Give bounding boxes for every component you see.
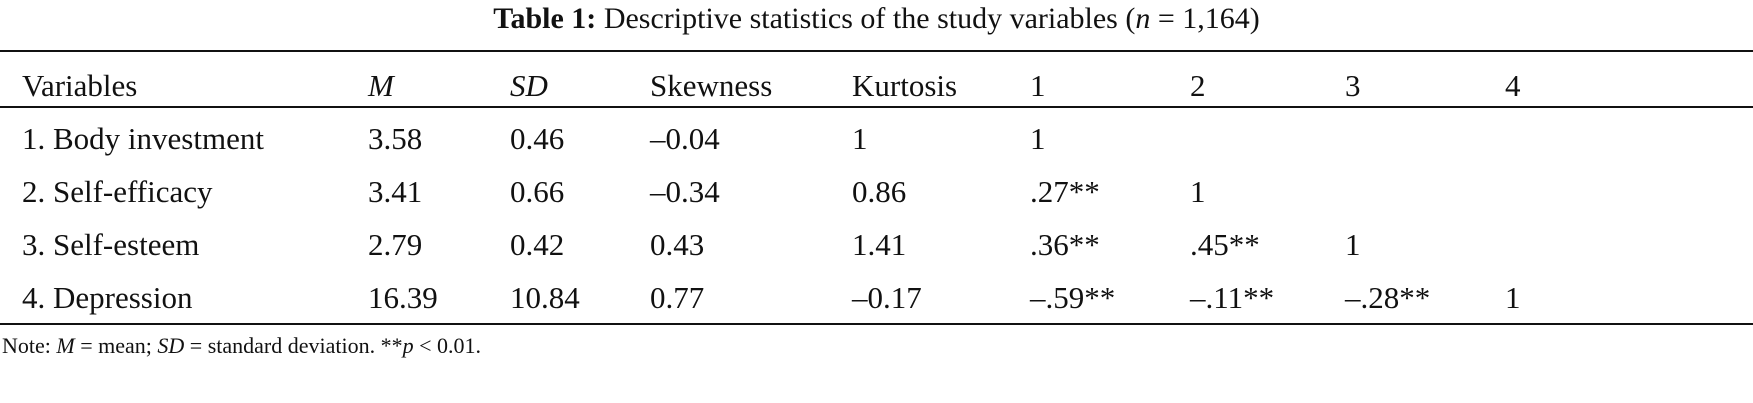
cell: 16.39 xyxy=(368,280,438,315)
header-cell: 1 xyxy=(1030,68,1046,103)
cell: 1 xyxy=(1190,174,1206,209)
cell: 0.66 xyxy=(510,174,565,209)
title-text: Descriptive statistics of the study vari… xyxy=(596,2,1136,35)
cell: 1 xyxy=(852,121,868,156)
cell: 0.86 xyxy=(852,174,907,209)
cell: .45** xyxy=(1190,227,1260,262)
header-cell: 2 xyxy=(1190,68,1206,103)
cell: 0.42 xyxy=(510,227,565,262)
header-cell: SD xyxy=(510,68,548,103)
cell: 1.41 xyxy=(852,227,907,262)
cell: –0.34 xyxy=(650,174,720,209)
cell: –0.17 xyxy=(852,280,922,315)
cell: 0.77 xyxy=(650,280,705,315)
note-text: SD xyxy=(157,333,185,358)
row-label: 3. Self-esteem xyxy=(22,227,200,262)
note-text: Note: xyxy=(2,333,57,358)
cell: 2.79 xyxy=(368,227,423,262)
note-text: = mean; xyxy=(74,333,158,358)
note-text: p xyxy=(402,333,414,358)
cell: .36** xyxy=(1030,227,1100,262)
title-text: = 1,164) xyxy=(1150,2,1260,35)
cell: 0.46 xyxy=(510,121,565,156)
cell: –.59** xyxy=(1030,280,1116,315)
cell: 3.58 xyxy=(368,121,423,156)
row-label: 2. Self-efficacy xyxy=(22,174,213,209)
title-text: n xyxy=(1135,2,1151,35)
bottom-rule xyxy=(0,323,1753,325)
top-rule xyxy=(0,50,1753,52)
cell: –.28** xyxy=(1345,280,1431,315)
header-rule xyxy=(0,106,1753,108)
header-cell: Variables xyxy=(22,68,138,103)
table-note: Note: M = mean; SD = standard deviation.… xyxy=(2,333,481,359)
note-text: < 0.01. xyxy=(413,333,482,358)
cell: 0.43 xyxy=(650,227,705,262)
table-title: Table 1: Descriptive statistics of the s… xyxy=(0,2,1753,36)
cell: 1 xyxy=(1505,280,1521,315)
header-cell: 4 xyxy=(1505,68,1521,103)
note-text: M xyxy=(56,333,75,358)
note-text: = standard deviation. ** xyxy=(184,333,403,358)
cell: 3.41 xyxy=(368,174,423,209)
row-label: 1. Body investment xyxy=(22,121,264,156)
cell: .27** xyxy=(1030,174,1100,209)
cell: 1 xyxy=(1030,121,1046,156)
cell: –.11** xyxy=(1190,280,1275,315)
header-cell: 3 xyxy=(1345,68,1361,103)
header-cell: Skewness xyxy=(650,68,773,103)
row-label: 4. Depression xyxy=(22,280,193,315)
cell: –0.04 xyxy=(650,121,720,156)
title-label: Table 1: xyxy=(493,2,597,35)
header-cell: Kurtosis xyxy=(852,68,958,103)
header-cell: M xyxy=(368,68,394,103)
cell: 1 xyxy=(1345,227,1361,262)
cell: 10.84 xyxy=(510,280,580,315)
